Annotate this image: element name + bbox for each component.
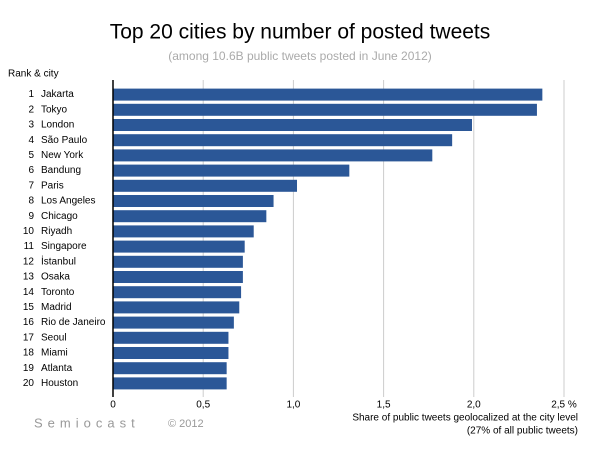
rank-label: 4: [28, 135, 34, 146]
source: Semiocast: [34, 415, 140, 430]
x-tick-label: 1,5: [377, 400, 391, 411]
rank-label: 11: [24, 241, 35, 252]
bar: [113, 88, 543, 101]
bar: [113, 179, 298, 192]
rank-label: 16: [23, 317, 35, 328]
bar: [113, 377, 227, 390]
rank-label: 6: [28, 165, 34, 176]
bar: [113, 362, 227, 375]
y-tick-label: Paris: [41, 180, 64, 191]
y-tick-label: New York: [41, 150, 84, 161]
bar: [113, 347, 229, 359]
bar: [113, 164, 350, 177]
rank-label: 9: [28, 211, 34, 222]
copyright: © 2012: [168, 418, 204, 430]
rank-label: 15: [23, 302, 35, 313]
x-axis-note: (27% of all public tweets): [467, 426, 578, 437]
bar: [113, 331, 229, 344]
rank-label: 18: [23, 348, 35, 359]
rank-label: 10: [23, 226, 35, 237]
chart-title: Top 20 cities by number of posted tweets: [110, 21, 491, 44]
x-tick-label: 0: [110, 400, 116, 411]
y-tick-label: Madrid: [41, 302, 72, 313]
rank-label: 14: [23, 287, 35, 298]
rank-label: 12: [23, 256, 35, 267]
y-tick-label: Toronto: [41, 287, 75, 298]
bar: [113, 119, 472, 131]
bar: [113, 286, 242, 299]
rank-label: 2: [28, 104, 34, 115]
rank-label: 17: [23, 332, 35, 343]
bar: [113, 301, 240, 314]
y-tick-label: Rio de Janeiro: [41, 317, 106, 328]
bar: [113, 240, 245, 253]
x-tick-label: 2,0: [467, 400, 481, 411]
bar: [113, 225, 254, 238]
y-tick-label: İstanbul: [41, 254, 76, 267]
bar: [113, 134, 453, 147]
x-tick-label: 0,5: [196, 400, 210, 411]
y-tick-label: Bandung: [41, 165, 81, 176]
y-tick-label: Riyadh: [41, 226, 72, 237]
bar: [113, 103, 537, 116]
y-tick-label: Osaka: [41, 272, 70, 283]
rank-label: 3: [28, 120, 34, 131]
x-tick-label: 1,0: [286, 400, 300, 411]
x-tick-label: 2,5 %: [551, 400, 577, 411]
y-tick-label: Seoul: [41, 332, 67, 343]
chart-subtitle: (among 10.6B public tweets posted in Jun…: [168, 49, 432, 63]
rank-label: 8: [28, 196, 34, 207]
bar: [113, 255, 243, 268]
y-tick-label: São Paulo: [41, 135, 88, 146]
y-tick-label: Los Angeles: [41, 196, 96, 207]
x-axis-label: Share of public tweets geolocalized at t…: [352, 413, 578, 424]
y-tick-label: Chicago: [41, 211, 78, 222]
rank-label: 5: [28, 150, 34, 161]
bar: [113, 210, 267, 223]
y-tick-label: Miami: [41, 348, 68, 359]
y-tick-label: Houston: [41, 378, 78, 389]
bar: [113, 149, 433, 162]
bar: [113, 271, 243, 283]
bar: [113, 195, 274, 207]
rank-label: 19: [23, 363, 35, 374]
y-tick-label: Tokyo: [41, 104, 68, 115]
rank-label: 7: [28, 180, 34, 191]
rank-label: 13: [23, 272, 35, 283]
y-tick-label: Jakarta: [41, 89, 74, 100]
y-axis-label: Rank & city: [8, 69, 59, 80]
y-tick-label: Singapore: [41, 241, 87, 252]
rank-label: 20: [23, 378, 35, 389]
rank-label: 1: [28, 89, 34, 100]
y-tick-label: London: [41, 120, 74, 131]
bar: [113, 316, 234, 329]
y-tick-label: Atlanta: [41, 363, 73, 374]
